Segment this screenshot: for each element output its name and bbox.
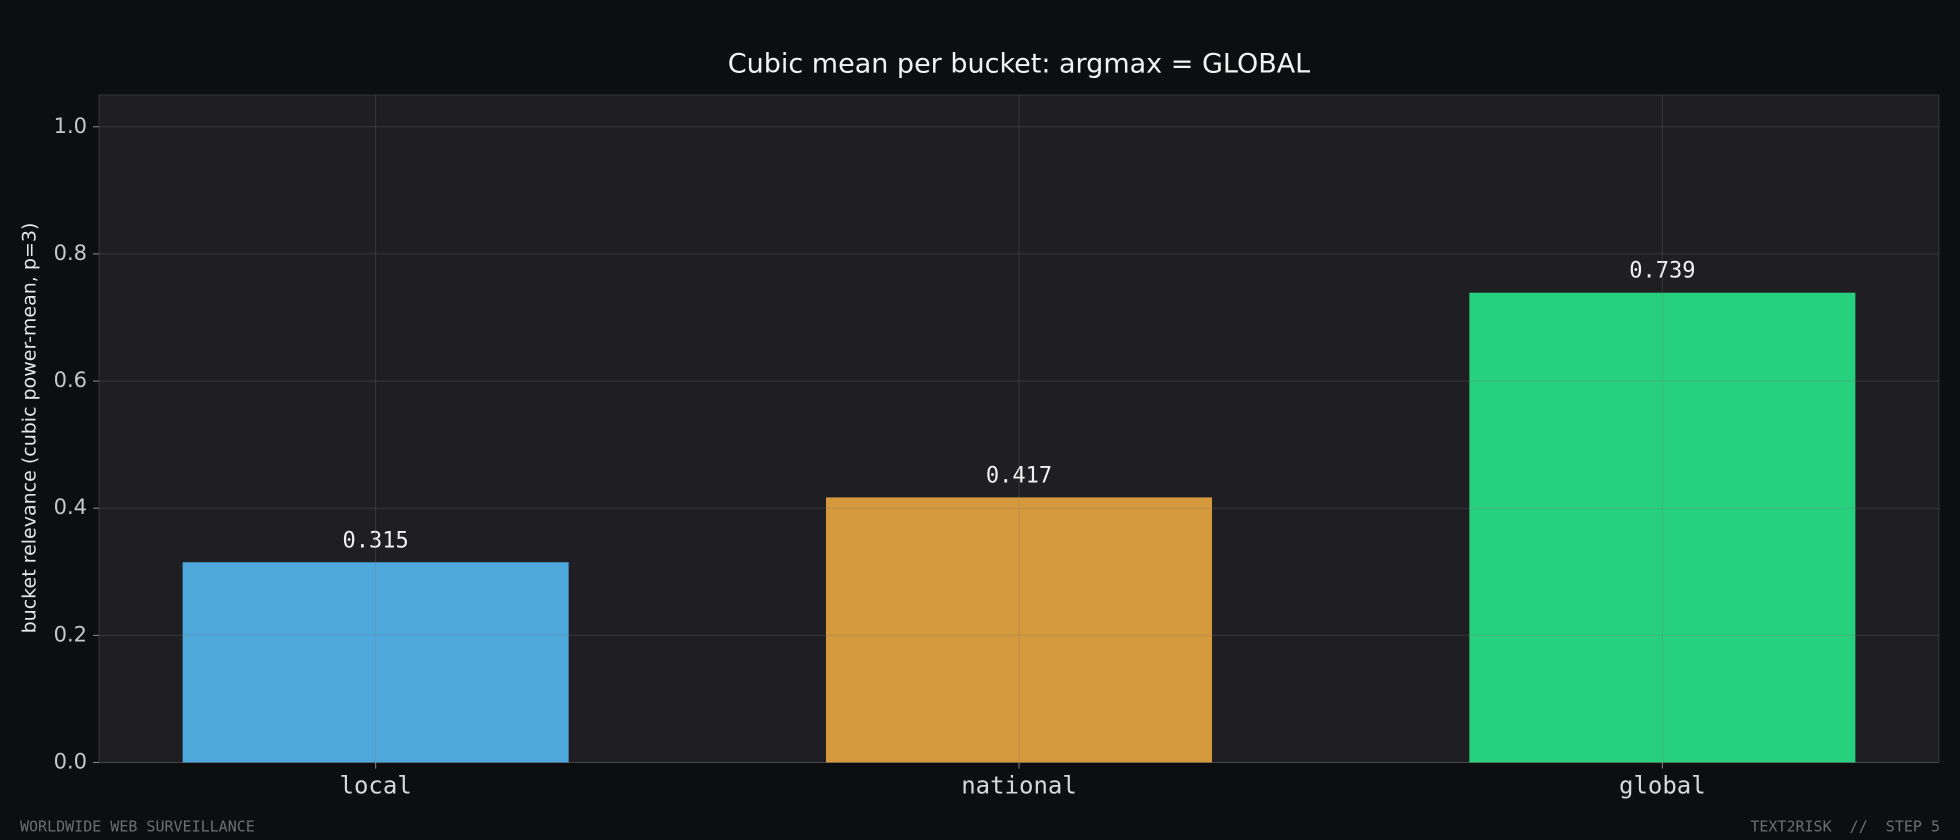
y-tick-label: 0.8	[54, 241, 87, 265]
chart-title: Cubic mean per bucket: argmax = GLOBAL	[728, 49, 1310, 80]
x-tick-label: national	[961, 772, 1077, 800]
x-tick-label: local	[340, 772, 412, 800]
y-tick-label: 0.2	[54, 622, 87, 646]
y-tick-label: 0.0	[54, 750, 87, 774]
value-label: 0.739	[1629, 259, 1695, 284]
y-tick-label: 0.6	[54, 368, 87, 392]
x-tick-label: global	[1619, 772, 1706, 800]
y-tick-label: 1.0	[54, 114, 87, 138]
footer-left: WORLDWIDE WEB SURVEILLANCE	[20, 818, 255, 836]
value-label: 0.417	[986, 463, 1052, 488]
footer-right: TEXT2RISK // STEP 5	[1750, 818, 1940, 836]
y-axis-label: bucket relevance (cubic power-mean, p=3)	[19, 223, 41, 634]
value-label: 0.315	[343, 528, 409, 553]
bar	[182, 562, 569, 763]
y-tick-label: 0.4	[54, 495, 87, 519]
bar	[825, 497, 1213, 763]
bar	[1469, 292, 1856, 763]
